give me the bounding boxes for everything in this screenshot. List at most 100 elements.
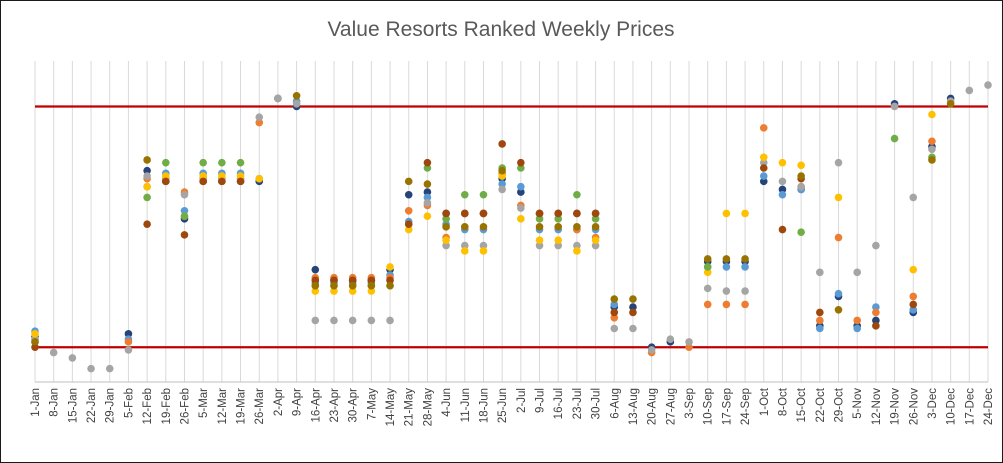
data-point	[984, 81, 992, 89]
data-point	[759, 124, 768, 132]
data-point	[872, 241, 880, 250]
data-point	[498, 185, 506, 194]
data-point	[348, 281, 357, 290]
data-point	[423, 158, 432, 167]
x-tick-label: 8-Jan	[49, 388, 61, 417]
data-point	[218, 158, 226, 167]
data-point	[666, 335, 675, 344]
data-point	[591, 223, 600, 231]
data-point	[479, 223, 488, 231]
data-point	[404, 225, 413, 234]
data-point	[292, 91, 301, 100]
data-point	[180, 190, 189, 199]
data-point	[218, 177, 226, 186]
data-point	[535, 241, 544, 250]
x-tick-label: 19-Mar	[236, 388, 248, 425]
data-point	[199, 158, 207, 167]
data-point	[218, 172, 226, 180]
x-tick-label: 10-Sep	[703, 388, 715, 425]
data-point	[479, 190, 488, 199]
data-point	[162, 158, 170, 167]
x-tick-label: 21-May	[404, 388, 416, 427]
data-point	[460, 190, 469, 199]
data-point	[965, 86, 974, 95]
data-point	[479, 209, 488, 218]
data-point	[460, 223, 469, 231]
x-tick-label: 22-Jan	[86, 388, 98, 423]
data-point	[909, 292, 918, 301]
data-point	[442, 223, 450, 231]
x-tick-label: 24-Sep	[740, 388, 752, 425]
x-tick-label: 29-Jan	[105, 388, 117, 423]
x-tick-label: 13-Aug	[628, 388, 640, 425]
x-tick-label: 18-Jun	[478, 388, 490, 423]
data-point	[816, 308, 824, 317]
data-point	[834, 289, 843, 298]
data-point	[610, 324, 619, 333]
data-point	[292, 100, 301, 108]
data-point	[498, 180, 506, 188]
x-tick-label: 10-Dec	[946, 388, 958, 425]
data-point	[703, 255, 712, 263]
x-tick-label: 5-Feb	[123, 388, 135, 418]
data-point	[311, 276, 320, 285]
x-tick-label: 11-Jun	[460, 388, 472, 422]
data-point	[722, 209, 731, 218]
data-point	[741, 209, 749, 218]
data-point	[610, 300, 619, 309]
x-tick-label: 12-Feb	[142, 388, 154, 424]
data-point	[909, 193, 918, 202]
x-tick-label: 27-Aug	[665, 388, 677, 425]
data-point	[834, 193, 843, 202]
x-tick-label: 29-Oct	[834, 387, 846, 422]
data-point	[367, 281, 376, 290]
data-point	[610, 314, 619, 322]
data-point	[31, 343, 39, 352]
data-point	[778, 158, 787, 167]
data-point	[685, 343, 693, 352]
data-point	[834, 233, 843, 242]
data-point	[124, 338, 133, 346]
data-point	[647, 346, 656, 354]
x-tick-label: 15-Jan	[67, 388, 79, 423]
data-point	[180, 207, 189, 215]
data-point	[31, 330, 39, 338]
data-point	[386, 276, 394, 285]
data-point	[517, 188, 525, 196]
data-point	[442, 236, 450, 245]
data-point	[703, 300, 712, 309]
data-point	[535, 236, 544, 245]
data-point	[311, 281, 320, 290]
data-point	[311, 287, 320, 295]
data-point	[872, 303, 880, 311]
gridlines	[34, 61, 989, 382]
data-point	[87, 364, 95, 373]
data-point	[367, 276, 376, 285]
data-point	[143, 156, 151, 164]
data-point	[554, 209, 563, 218]
data-point	[498, 140, 506, 148]
data-point	[909, 300, 918, 309]
data-point	[180, 231, 189, 239]
x-tick-label: 12-Mar	[217, 388, 229, 425]
data-point	[330, 281, 338, 290]
chart-title: Value Resorts Ranked Weekly Prices	[327, 18, 674, 41]
data-point	[778, 225, 787, 234]
data-point	[49, 348, 58, 357]
series-8	[31, 91, 955, 346]
data-point	[404, 220, 413, 228]
data-point	[872, 316, 880, 325]
data-point	[703, 268, 712, 277]
x-tick-label: 3-Sep	[684, 388, 696, 419]
data-point	[31, 338, 39, 346]
series-2	[31, 97, 918, 344]
data-point	[946, 100, 955, 108]
data-point	[236, 158, 245, 167]
data-point	[610, 308, 619, 317]
data-point	[759, 172, 768, 180]
x-tick-label: 14-May	[385, 388, 397, 427]
data-point	[928, 156, 936, 164]
data-point	[404, 207, 413, 215]
data-point	[124, 330, 133, 338]
